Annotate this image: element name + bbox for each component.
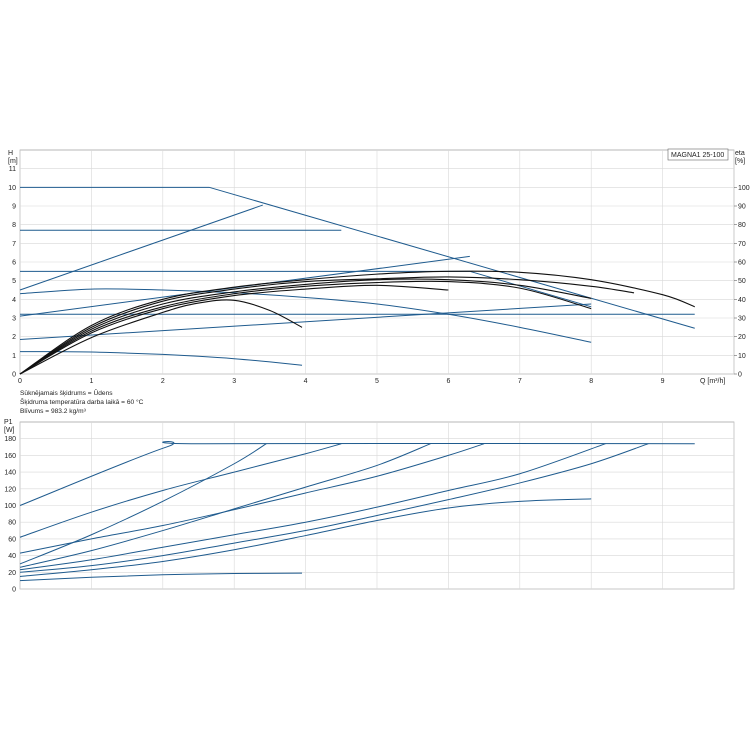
- y-tick-label: 160: [4, 453, 16, 460]
- x-tick-label: 6: [446, 378, 450, 385]
- series-line-6: [19, 303, 592, 340]
- x-tick-label: 9: [661, 378, 665, 385]
- y-axis-label-p1: P1 [W]: [4, 419, 15, 434]
- series-line-12: [19, 280, 592, 375]
- y-tick-label: 1: [12, 353, 16, 360]
- series-line-3: [19, 443, 431, 568]
- series-line-11: [19, 278, 592, 375]
- x-tick-label: 4: [304, 378, 308, 385]
- y-tick-label: 20: [8, 570, 16, 577]
- series-line-14: [19, 299, 303, 375]
- series-line-1: [19, 443, 267, 565]
- series-line-4: [19, 204, 263, 291]
- series-line-7: [19, 498, 592, 577]
- y-axis-label-h: H [m]: [8, 150, 18, 165]
- grid-top: [19, 149, 735, 375]
- y2-tick-label: 60: [738, 260, 746, 267]
- series-line-2: [19, 443, 342, 538]
- y-tick-label: 180: [4, 436, 16, 443]
- y-tick-label: 2: [12, 334, 16, 341]
- y-tick-label: 6: [12, 260, 16, 267]
- grid-bottom: [19, 421, 735, 590]
- y2-tick-label: 50: [738, 278, 746, 285]
- y2-tick-label: 70: [738, 241, 746, 248]
- y-tick-label: 5: [12, 278, 16, 285]
- info-fluid: Sūknējamais šķidrums = Ūdens: [20, 389, 113, 397]
- series-line-4: [19, 443, 485, 554]
- chart-title: MAGNA1 25-100: [671, 152, 724, 159]
- series-line-0: [20, 186, 695, 329]
- x-tick-label: 1: [89, 378, 93, 385]
- y2-tick-label: 30: [738, 316, 746, 323]
- y-tick-label: 9: [12, 204, 16, 211]
- y-tick-label: 140: [4, 470, 16, 477]
- info-temperature: Šķidruma temperatūra darba laikā = 60 °C: [20, 397, 144, 406]
- series-bottom: [19, 441, 695, 582]
- y-tick-label: 40: [8, 553, 16, 560]
- series-line-9: [19, 270, 695, 375]
- x-tick-label: 5: [375, 378, 379, 385]
- y2-tick-label: 90: [738, 204, 746, 211]
- y-tick-label: 0: [12, 372, 16, 379]
- y2-tick-label: 100: [738, 185, 750, 192]
- series-line-8: [19, 351, 303, 366]
- x-tick-label: 0: [18, 378, 22, 385]
- info-density: Blīvums = 983.2 kg/m³: [20, 408, 87, 415]
- y2-axis-label-eta: eta [%]: [735, 150, 745, 165]
- series-line-8: [19, 572, 303, 582]
- y2-tick-label: 10: [738, 353, 746, 360]
- y-tick-label: 120: [4, 486, 16, 493]
- y2-tick-label: 80: [738, 222, 746, 229]
- x-tick-label: 2: [161, 378, 165, 385]
- y-tick-label: 8: [12, 222, 16, 229]
- y-tick-label: 10: [8, 185, 16, 192]
- x-tick-label: 8: [589, 378, 593, 385]
- y2-tick-label: 40: [738, 297, 746, 304]
- y-tick-label: 7: [12, 241, 16, 248]
- y-tick-label: 4: [12, 297, 16, 304]
- y2-tick-label: 0: [738, 372, 742, 379]
- x-tick-label: 3: [232, 378, 236, 385]
- series-line-13: [19, 284, 449, 375]
- y-tick-label: 3: [12, 316, 16, 323]
- x-axis-label-q: Q [m³/h]: [700, 378, 725, 385]
- y-tick-label: 60: [8, 536, 16, 543]
- series-top: [19, 186, 695, 375]
- y2-tick-label: 20: [738, 334, 746, 341]
- series-line-10: [19, 276, 635, 375]
- series-line-7: [19, 288, 592, 343]
- series-line-6: [19, 443, 649, 573]
- y-tick-label: 0: [12, 587, 16, 594]
- series-line-0: [19, 441, 695, 506]
- x-tick-label: 7: [518, 378, 522, 385]
- y-tick-label: 100: [4, 503, 16, 510]
- title-box: [667, 148, 729, 161]
- y-tick-label: 80: [8, 520, 16, 527]
- y-tick-label: 11: [9, 166, 16, 173]
- series-line-5: [19, 443, 606, 571]
